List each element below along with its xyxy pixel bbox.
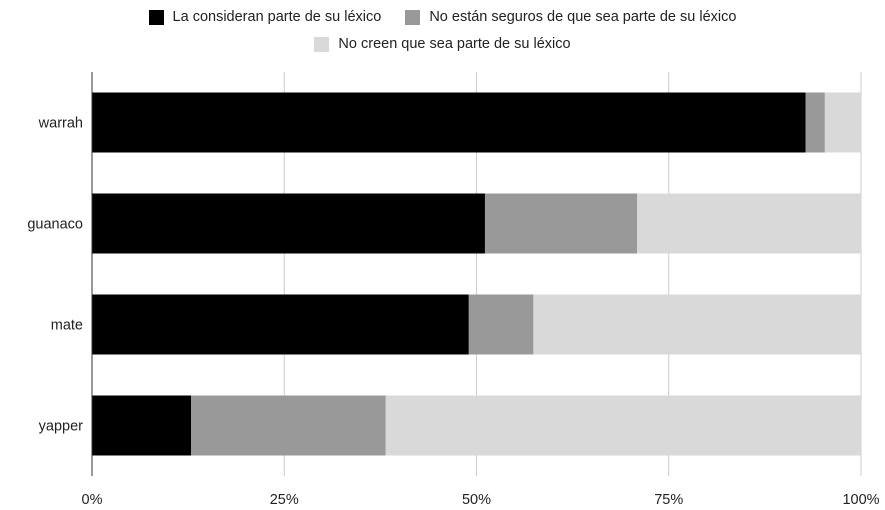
category-label: guanaco xyxy=(27,217,83,233)
bar-segment xyxy=(468,294,534,355)
bar-segment xyxy=(92,193,485,254)
legend-swatch xyxy=(148,9,164,25)
legend-label: No creen que sea parte de su léxico xyxy=(338,36,571,52)
bar-segment xyxy=(805,92,825,153)
category-label: mate xyxy=(51,318,83,334)
bar-segment xyxy=(484,193,638,254)
x-tick-label: 25% xyxy=(270,492,299,508)
bar-segment xyxy=(385,395,861,456)
x-tick-label: 75% xyxy=(654,492,683,508)
bar-segment xyxy=(92,294,469,355)
x-tick-label: 100% xyxy=(842,492,879,508)
bar-segment xyxy=(533,294,861,355)
legend-row: La consideran parte de su léxico No están… xyxy=(0,7,885,27)
category-label: yapper xyxy=(39,419,84,435)
x-tick-label: 50% xyxy=(462,492,491,508)
bar-segment xyxy=(824,92,861,153)
legend-row: No creen que sea parte de su léxico xyxy=(0,34,885,54)
category-label: warrah xyxy=(38,116,83,132)
x-tick-label: 0% xyxy=(82,492,103,508)
legend-item: No creen que sea parte de su léxico xyxy=(314,36,571,52)
bar-segment xyxy=(92,395,192,456)
bar-segment xyxy=(191,395,386,456)
bar-segment xyxy=(92,92,806,153)
legend-label: La consideran parte de su léxico xyxy=(172,9,382,25)
bar-segment xyxy=(637,193,861,254)
legend-label: No están seguros de que sea parte de su … xyxy=(429,9,737,25)
legend-item: No están seguros de que sea parte de su … xyxy=(405,9,736,25)
legend-item: La consideran parte de su léxico xyxy=(148,9,382,25)
legend-swatch xyxy=(314,36,330,52)
legend-swatch xyxy=(405,9,421,25)
